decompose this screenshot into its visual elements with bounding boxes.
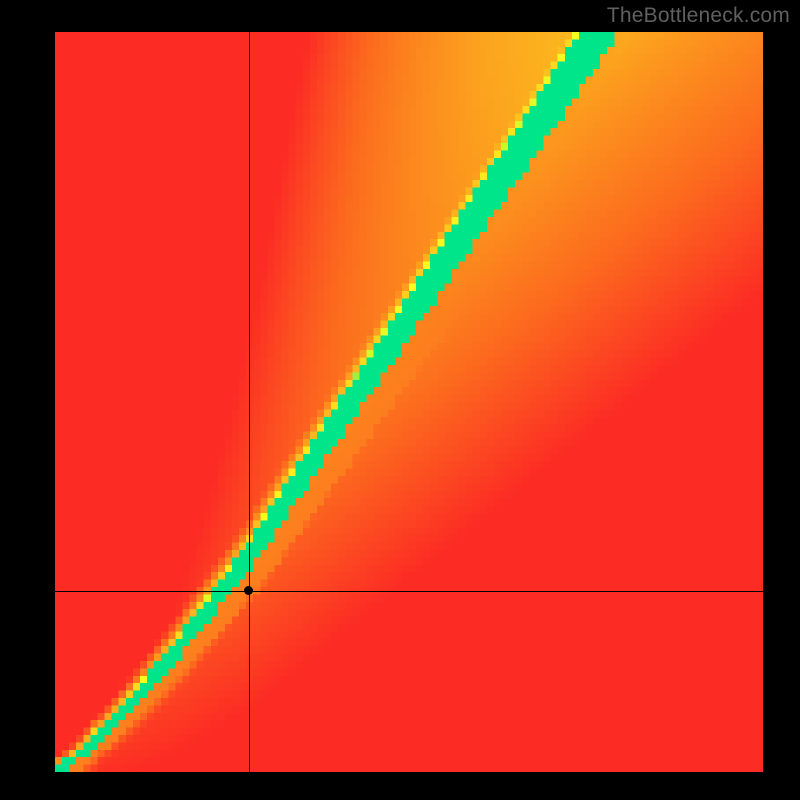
crosshair-vertical — [249, 32, 250, 772]
watermark-label: TheBottleneck.com — [607, 4, 790, 28]
selection-marker — [244, 586, 253, 595]
bottleneck-heatmap — [55, 32, 763, 772]
crosshair-horizontal — [55, 591, 763, 592]
